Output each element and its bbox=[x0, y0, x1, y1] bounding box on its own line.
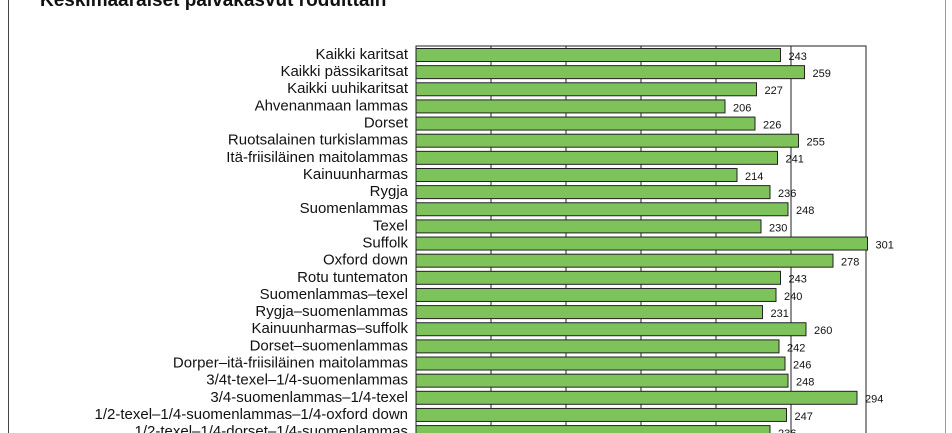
value-label: 255 bbox=[807, 137, 825, 149]
value-label: 246 bbox=[793, 359, 811, 371]
bar bbox=[415, 99, 726, 114]
chart-title: Keskimääräiset päiväkasvut roduittain bbox=[40, 0, 386, 11]
y-tick-label: Rotu tuntematon bbox=[297, 269, 408, 286]
y-tick-label: Texel bbox=[373, 217, 408, 234]
y-tick-label: 3/4t-texel–1/4-suomenlammas bbox=[206, 372, 408, 389]
y-tick-label: Dorper–itä-friisiläinen maitolammas bbox=[173, 354, 408, 371]
value-label: 226 bbox=[763, 119, 781, 131]
bar bbox=[415, 133, 799, 148]
y-tick-label: Oxford down bbox=[323, 252, 408, 269]
value-label: 230 bbox=[769, 222, 787, 234]
value-label: 242 bbox=[787, 342, 805, 354]
y-tick-label: 1/2-texel–1/4-suomenlammas–1/4-oxford do… bbox=[95, 406, 409, 423]
bar bbox=[415, 339, 780, 354]
bar bbox=[415, 425, 771, 433]
y-tick-label: Ruotsalainen turkislammas bbox=[228, 132, 408, 149]
y-tick-label: Dorset–suomenlammas bbox=[250, 337, 408, 354]
y-tick-label: Suffolk bbox=[362, 235, 408, 252]
y-tick-label: Kaikki uuhikaritsat bbox=[287, 80, 409, 97]
y-tick-label: Suomenlammas–texel bbox=[260, 286, 408, 303]
value-label: 243 bbox=[789, 51, 807, 63]
bar bbox=[415, 48, 781, 62]
value-label: 247 bbox=[795, 411, 813, 423]
value-label: 278 bbox=[841, 257, 859, 269]
y-tick-label: Rygja–suomenlammas bbox=[255, 303, 408, 320]
y-tick-label: Kaikki pässikaritsat bbox=[280, 63, 408, 80]
value-label: 241 bbox=[786, 154, 804, 166]
value-label: 214 bbox=[745, 171, 763, 183]
bar bbox=[415, 322, 807, 337]
bar bbox=[415, 150, 778, 165]
bar bbox=[415, 185, 771, 200]
y-tick-label: 3/4-suomenlammas–1/4-texel bbox=[210, 389, 408, 406]
bar bbox=[415, 270, 781, 285]
y-tick-label: 1/2-texel–1/4-dorset–1/4-suomenlammas bbox=[135, 423, 408, 433]
value-label: 259 bbox=[813, 68, 831, 80]
y-tick-label: Kainuunharmas bbox=[303, 166, 408, 183]
bar bbox=[415, 356, 786, 371]
value-label: 231 bbox=[771, 308, 789, 320]
bar bbox=[415, 219, 762, 234]
value-label: 301 bbox=[876, 239, 894, 251]
value-label: 294 bbox=[865, 394, 883, 406]
y-tick-label: Kaikki karitsat bbox=[315, 46, 408, 63]
bar bbox=[415, 373, 789, 388]
bar bbox=[415, 202, 789, 217]
bar bbox=[415, 390, 858, 405]
value-label: 236 bbox=[778, 188, 796, 200]
value-label: 248 bbox=[796, 205, 814, 217]
y-tick-label: Rygja bbox=[370, 183, 409, 200]
y-tick-label: Dorset bbox=[364, 115, 409, 132]
bar bbox=[415, 82, 757, 97]
bar bbox=[415, 305, 763, 320]
value-label: 240 bbox=[784, 291, 802, 303]
bar bbox=[415, 167, 738, 182]
y-tick-label: Itä-friisiläinen maitolammas bbox=[226, 149, 408, 166]
bar bbox=[415, 253, 834, 268]
value-label: 243 bbox=[789, 274, 807, 286]
value-label: 236 bbox=[778, 428, 796, 433]
value-label: 206 bbox=[733, 102, 751, 114]
bar bbox=[415, 236, 868, 251]
bar bbox=[415, 65, 805, 80]
bar bbox=[415, 287, 777, 302]
value-label: 260 bbox=[814, 325, 832, 337]
bar bbox=[415, 407, 787, 422]
y-tick-label: Suomenlammas bbox=[300, 200, 408, 217]
y-tick-label: Kainuunharmas–suffolk bbox=[252, 320, 409, 337]
bar bbox=[415, 116, 756, 131]
value-label: 248 bbox=[796, 377, 814, 389]
y-tick-label: Ahvenanmaan lammas bbox=[255, 97, 408, 114]
value-label: 227 bbox=[765, 85, 783, 97]
